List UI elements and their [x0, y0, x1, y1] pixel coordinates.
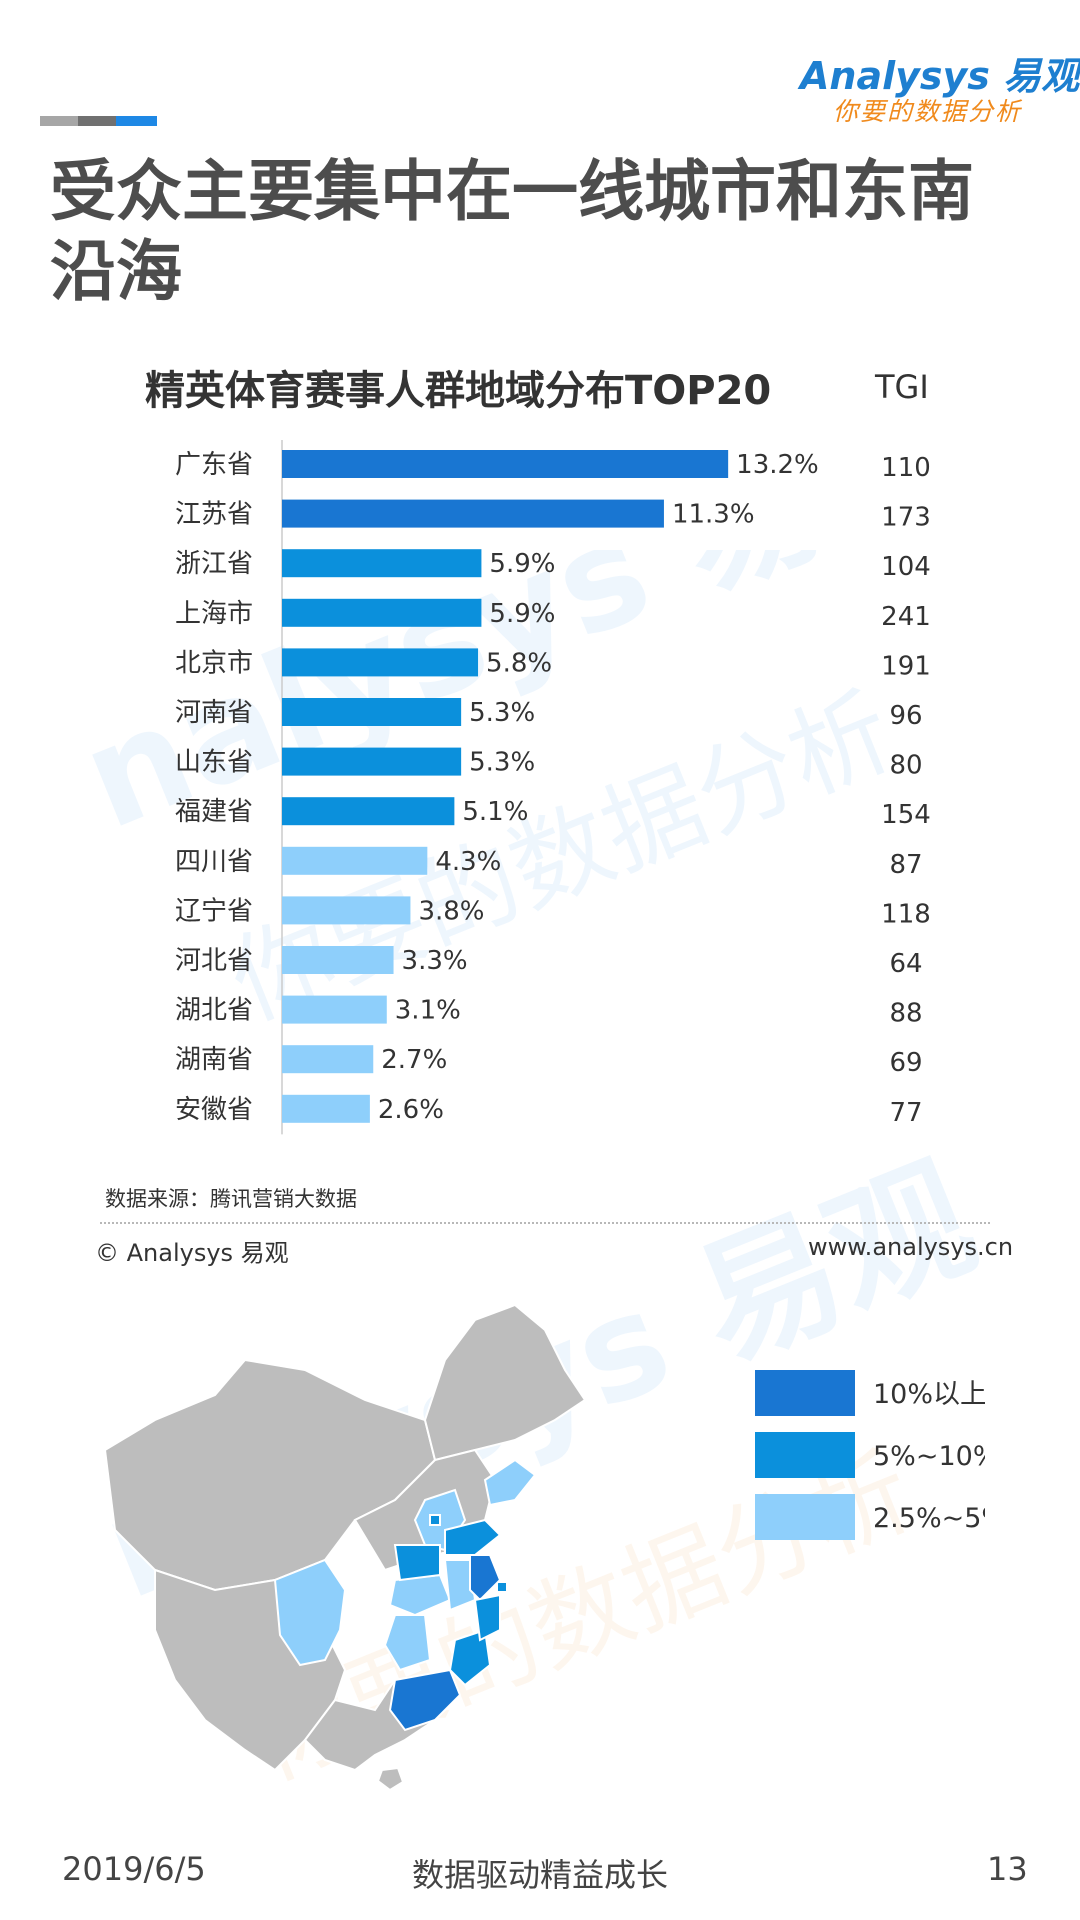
tgi-value: 96	[889, 701, 922, 731]
footer-date: 2019/6/5	[62, 1850, 206, 1888]
bar	[282, 797, 455, 826]
bar	[282, 450, 729, 478]
china-map: 10%以上 5%~10% 2.5%~5%	[103, 1303, 985, 1792]
bar	[282, 1094, 370, 1123]
tgi-value: 110	[881, 453, 931, 483]
category-label: 福建省	[175, 797, 253, 827]
website-url: www.analysys.cn	[808, 1233, 1014, 1261]
bar-value-label: 5.9%	[489, 549, 555, 579]
map-region-liaoning	[483, 1458, 537, 1507]
bar	[282, 648, 479, 677]
bar	[282, 499, 664, 528]
map-region-hainan	[376, 1766, 405, 1792]
bar-value-label: 2.6%	[378, 1095, 444, 1125]
category-label: 浙江省	[175, 549, 253, 579]
tgi-value: 241	[881, 602, 931, 632]
tgi-value: 191	[881, 651, 931, 681]
legend-swatch	[755, 1432, 855, 1478]
category-label: 河南省	[175, 698, 253, 728]
bar-value-label: 3.3%	[402, 946, 468, 976]
bar	[282, 846, 428, 875]
category-label: 辽宁省	[175, 896, 253, 926]
bar	[282, 549, 482, 578]
bar-value-label: 11.3%	[672, 500, 755, 530]
bar	[282, 995, 387, 1024]
legend-label: 10%以上	[873, 1379, 985, 1410]
map-region-hunan	[383, 1614, 432, 1672]
bar-value-label: 2.7%	[381, 1045, 447, 1075]
legend-swatch	[755, 1494, 855, 1540]
chart-title: 精英体育赛事人群地域分布TOP20	[145, 368, 772, 414]
bar-value-label: 13.2%	[736, 450, 819, 480]
copyright: © Analysys 易观	[95, 1239, 289, 1267]
tgi-value: 118	[881, 899, 931, 929]
bar-value-label: 5.3%	[469, 698, 535, 728]
legend-label: 2.5%~5%	[873, 1503, 985, 1534]
bar-value-label: 3.8%	[418, 896, 484, 926]
tgi-value: 154	[881, 800, 931, 830]
data-source: 数据来源：腾讯营销大数据	[105, 1187, 357, 1211]
legend-swatch	[755, 1370, 855, 1416]
tgi-value: 88	[889, 999, 922, 1029]
category-label: 安徽省	[175, 1095, 253, 1125]
category-label: 江苏省	[175, 500, 253, 530]
map-region-northeast	[423, 1303, 587, 1462]
page-title: 受众主要集中在一线城市和东南沿海	[50, 153, 974, 310]
analysys-logo: Analysys 易观	[800, 54, 1080, 98]
map-region-henan	[393, 1544, 441, 1582]
map-region-sichuan	[273, 1558, 347, 1667]
tgi-value: 64	[889, 949, 922, 979]
bar-chart: 广东省 13.2% 110 江苏省 11.3% 173 浙江省 5.9% 104 上海市 5.9% 2…	[175, 440, 931, 1135]
bar-value-label: 3.1%	[395, 996, 461, 1026]
category-label: 北京市	[175, 648, 253, 678]
tgi-value: 104	[881, 552, 931, 582]
bar	[282, 747, 462, 776]
category-label: 湖北省	[175, 996, 253, 1026]
bar-value-label: 4.3%	[435, 847, 501, 877]
title-decoration-bar	[40, 116, 157, 126]
tgi-value: 87	[889, 850, 922, 880]
footer-slogan: 数据驱动精益成长	[412, 1856, 669, 1894]
bar-value-label: 5.3%	[469, 748, 535, 778]
tgi-value: 80	[889, 751, 922, 781]
tgi-value: 69	[889, 1048, 922, 1078]
legend-label: 5%~10%	[873, 1441, 985, 1472]
map-region-shanghai	[496, 1581, 508, 1593]
bar	[282, 946, 394, 974]
page-number: 13	[987, 1850, 1028, 1888]
map-region-jiangsu	[469, 1554, 502, 1602]
divider	[100, 1222, 990, 1224]
map-region-shandong	[444, 1518, 502, 1556]
map-region-beijing	[429, 1514, 441, 1526]
category-label: 湖南省	[175, 1045, 253, 1075]
tgi-value: 173	[881, 503, 931, 533]
category-label: 四川省	[175, 847, 253, 877]
bar-value-label: 5.9%	[489, 599, 555, 629]
map-region-zhejiang	[473, 1593, 501, 1642]
brand-slogan: 你要的数据分析	[833, 97, 1023, 126]
bar	[282, 598, 482, 627]
bar	[282, 698, 462, 726]
map-region-hubei	[388, 1573, 452, 1617]
category-label: 上海市	[175, 599, 253, 629]
bar	[282, 896, 411, 925]
tgi-column-header: TGI	[875, 368, 929, 406]
category-label: 山东省	[175, 748, 253, 778]
map-region-guangdong	[388, 1668, 462, 1732]
bar-value-label: 5.8%	[486, 648, 552, 678]
tgi-value: 77	[889, 1098, 922, 1128]
category-label: 广东省	[175, 450, 253, 480]
category-label: 河北省	[175, 946, 253, 976]
bar-value-label: 5.1%	[462, 797, 528, 827]
bar	[282, 1045, 374, 1074]
